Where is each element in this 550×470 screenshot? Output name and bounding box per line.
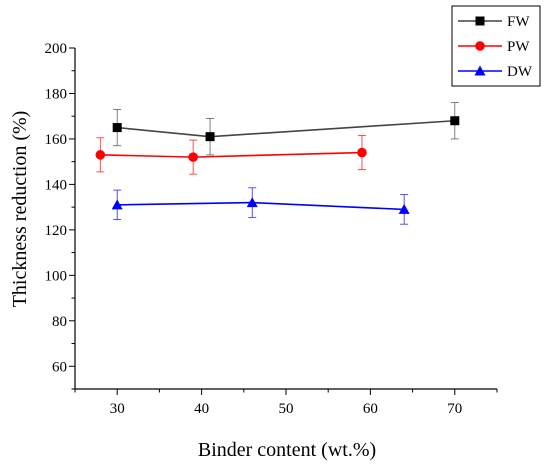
- x-tick-label: 50: [279, 401, 294, 417]
- y-tick-label: 120: [45, 223, 68, 239]
- series-line-fw: [117, 119, 455, 138]
- legend-item-dw: DW: [458, 64, 533, 80]
- plot-frame: [74, 48, 497, 390]
- legend: FW PW DW: [451, 5, 541, 87]
- series-layer: [95, 102, 460, 225]
- x-tick-label: 60: [363, 401, 378, 417]
- series-line-pw: [100, 151, 362, 158]
- y-tick-label: 180: [45, 86, 68, 102]
- data-point-dw: [398, 203, 410, 214]
- data-point-pw: [188, 152, 198, 162]
- x-tick-label: 70: [447, 401, 462, 417]
- y-axis-title: Thickness reduction (%): [9, 111, 31, 308]
- legend-marker: [475, 41, 485, 51]
- data-point-dw: [111, 199, 123, 210]
- data-point-fw: [450, 116, 460, 126]
- data-point-fw: [205, 132, 215, 142]
- series-line-dw: [117, 201, 405, 211]
- y-tick-label: 140: [45, 177, 68, 193]
- y-tick-label: 160: [45, 132, 68, 148]
- series-dw: [111, 187, 410, 225]
- x-axis: 30 40 50 60 70: [74, 389, 498, 417]
- y-axis: 60 80 100 120 140 160 180 200: [45, 41, 75, 390]
- x-tick-label: 40: [194, 401, 209, 417]
- y-tick-label: 60: [52, 359, 67, 375]
- legend-marker: [474, 65, 486, 76]
- series-fw: [112, 102, 460, 156]
- y-tick-label: 100: [45, 268, 68, 284]
- legend-item-fw: FW: [458, 14, 530, 30]
- x-axis-title: Binder content (wt.%): [198, 439, 376, 461]
- legend-item-pw: PW: [458, 39, 530, 55]
- data-point-dw: [246, 197, 258, 208]
- legend-label-pw: PW: [507, 39, 530, 55]
- x-tick-label: 30: [110, 401, 125, 417]
- legend-label-dw: DW: [507, 64, 533, 80]
- y-tick-label: 200: [45, 41, 68, 57]
- data-point-pw: [95, 150, 106, 160]
- legend-marker: [475, 16, 485, 26]
- series-pw: [95, 135, 367, 175]
- y-tick-label: 80: [52, 314, 67, 330]
- data-point-pw: [357, 147, 367, 158]
- data-point-fw: [112, 123, 122, 133]
- legend-label-fw: FW: [507, 14, 530, 30]
